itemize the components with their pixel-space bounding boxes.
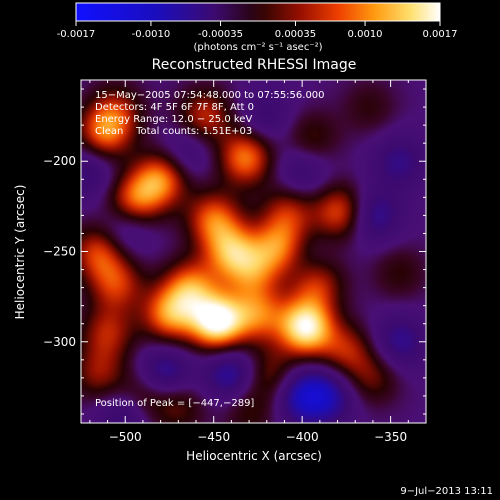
colorbar-unit-label: (photons cm⁻² s⁻¹ asec⁻²) (193, 42, 322, 53)
annotation-detectors: Detectors: 4F 5F 6F 7F 8F, Att 0 (95, 102, 254, 113)
colorbar-tick-label: -0.0010 (132, 29, 171, 40)
y-tick-label: −250 (43, 245, 76, 259)
colorbar: -0.0017 -0.0010 -0.00035 0.00035 0.0010 0.001… (57, 2, 458, 53)
annotation-total-counts: Clean Total counts: 1.51E+03 (95, 126, 252, 137)
y-tick-label: −200 (43, 154, 76, 168)
x-tick-label: −400 (286, 430, 319, 444)
colorbar-tick-label: -0.00035 (198, 29, 243, 40)
colorbar-tick-label: 0.0010 (348, 29, 383, 40)
heatmap (81, 80, 426, 423)
y-tick-label: −300 (43, 335, 76, 349)
footer-date: 9−Jul−2013 13:11 (400, 486, 493, 497)
colorbar-tick-label: 0.00035 (275, 29, 316, 40)
x-axis-label: Heliocentric X (arcsec) (186, 449, 322, 463)
chart-title: Reconstructed RHESSI Image (152, 57, 357, 73)
x-tick-label: −350 (374, 430, 407, 444)
x-tick-label: −500 (109, 430, 142, 444)
annotation-time-range: 15−May−2005 07:54:48.000 to 07:55:56.000 (95, 90, 325, 101)
heatmap-image (81, 80, 426, 423)
x-axis: −500 −450 −400 −350 (89, 80, 427, 444)
annotation-block: 15−May−2005 07:54:48.000 to 07:55:56.000… (95, 90, 325, 137)
colorbar-gradient (75, 2, 441, 22)
colorbar-tick-label: -0.0017 (57, 29, 96, 40)
colorbar-ticks: -0.0017 -0.0010 -0.00035 0.00035 0.0010 0.001… (57, 21, 458, 40)
colorbar-tick-label: 0.0017 (423, 29, 458, 40)
x-tick-label: −450 (197, 430, 230, 444)
peak-position-label: Position of Peak = [−447,−289] (95, 398, 254, 409)
annotation-energy-range: Energy Range: 12.0 − 25.0 keV (95, 114, 252, 125)
y-axis: −300 −250 −200 (43, 88, 426, 415)
y-axis-label: Heliocentric Y (arcsec) (13, 185, 27, 320)
